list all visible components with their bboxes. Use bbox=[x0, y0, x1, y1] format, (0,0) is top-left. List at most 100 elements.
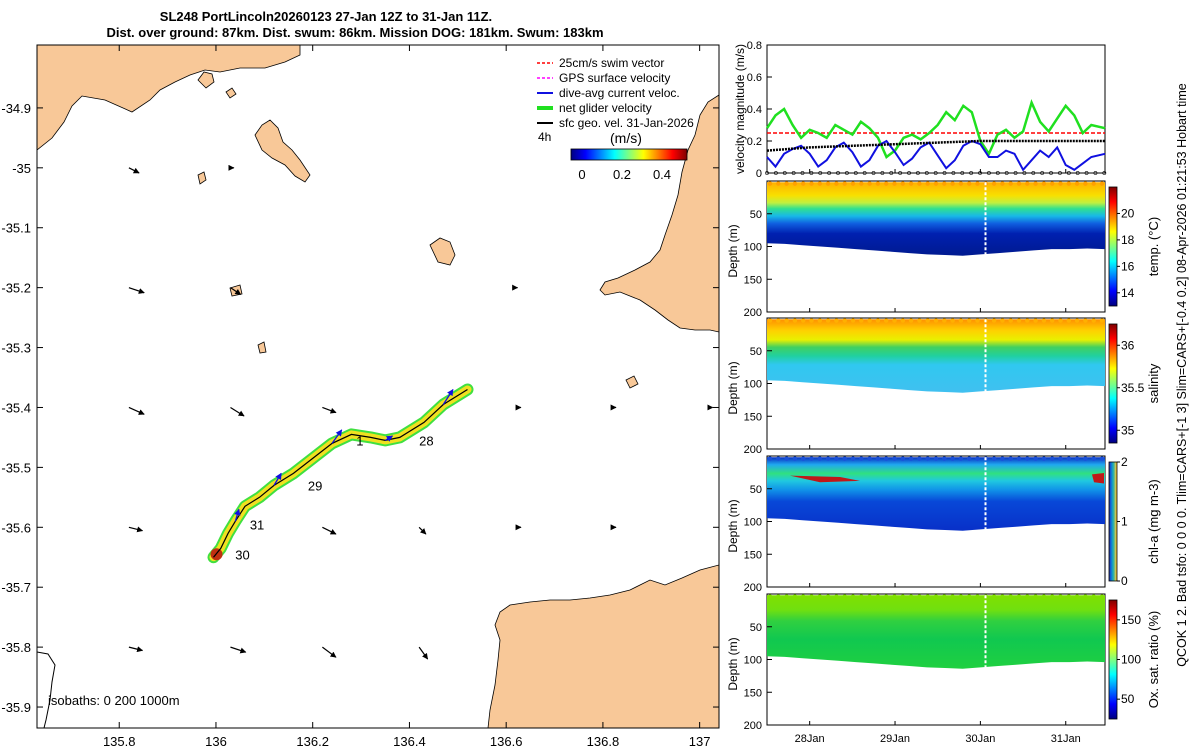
section-ytick-label: 150 bbox=[744, 687, 762, 699]
geo-velocity-arrow bbox=[128, 526, 144, 533]
title-line-1: SL248 PortLincoln20260123 27-Jan 12Z to … bbox=[160, 9, 492, 24]
dive-marker bbox=[818, 171, 823, 175]
track-day-label-30: 30 bbox=[235, 547, 249, 562]
section-colorbar-label: 0 bbox=[1121, 574, 1128, 588]
section-sample bbox=[884, 594, 889, 599]
section-sample bbox=[958, 456, 964, 461]
dive-marker bbox=[844, 171, 849, 175]
section-sample bbox=[1066, 456, 1072, 461]
dive-marker bbox=[1093, 171, 1098, 175]
velocity-panel: 0 0.2 0.4 0.6 0.8 velocity magnitude (m/s) bbox=[733, 40, 1107, 180]
section-sample bbox=[925, 456, 930, 461]
map-frame bbox=[36, 44, 720, 729]
map-axis-ticks: 135.8 136 136.2 136.4 136.6 136.8 137 -34.9 -35 -… bbox=[1, 45, 719, 749]
map-legend: 25cm/s swim vector GPS surface velocity … bbox=[537, 56, 694, 182]
dive-marker bbox=[1102, 171, 1107, 175]
section-sample bbox=[767, 594, 773, 599]
section-colorbar-label: 18 bbox=[1121, 233, 1135, 247]
section-colorbar-label: 100 bbox=[1121, 653, 1141, 667]
section-sample bbox=[1000, 181, 1005, 186]
geo-velocity-arrow bbox=[128, 406, 145, 415]
section-sample bbox=[801, 318, 806, 323]
section-ytick-label: 200 bbox=[744, 582, 762, 594]
section-colorbar-label: 35 bbox=[1121, 423, 1135, 437]
map-ytick-label-4: -35.3 bbox=[1, 341, 31, 356]
section-sample bbox=[975, 594, 980, 599]
section-sample bbox=[809, 594, 814, 599]
legend-dive-label: dive-avg current veloc. bbox=[559, 86, 680, 100]
section-sample bbox=[776, 594, 781, 599]
section-sample bbox=[1008, 181, 1013, 186]
track-centerline bbox=[213, 388, 468, 558]
section-sample bbox=[850, 594, 856, 599]
land-island-small3 bbox=[625, 375, 639, 389]
section-sample bbox=[991, 181, 997, 186]
section-sample bbox=[792, 594, 798, 599]
velocity-ylabel: velocity magnitude (m/s) bbox=[733, 44, 747, 174]
section-sample bbox=[850, 318, 856, 323]
section-sample bbox=[767, 181, 773, 186]
time-tick-label-2: 30Jan bbox=[965, 733, 995, 745]
section-sample bbox=[867, 318, 872, 323]
section-sample bbox=[942, 318, 947, 323]
section-sample bbox=[776, 456, 781, 461]
section-sample bbox=[784, 318, 789, 323]
land-yorke-peninsula bbox=[599, 94, 719, 333]
dive-marker bbox=[880, 171, 885, 175]
section-sample bbox=[875, 318, 881, 323]
dive-avg-arrow bbox=[273, 472, 282, 486]
dive-marker bbox=[853, 171, 858, 175]
net-velocity-line bbox=[765, 98, 1106, 159]
section-sample bbox=[892, 594, 897, 599]
section-data-field bbox=[767, 457, 1105, 531]
section-colorbar bbox=[1108, 461, 1118, 582]
section-sample bbox=[834, 181, 839, 186]
section-sample bbox=[1066, 594, 1072, 599]
section-sample bbox=[942, 594, 947, 599]
section-ytick-label: 100 bbox=[744, 242, 762, 254]
section-sample bbox=[817, 181, 822, 186]
geo-velocity-arrow bbox=[128, 167, 140, 174]
section-data-field bbox=[767, 182, 1105, 256]
section-ytick-label: 100 bbox=[744, 379, 762, 391]
section-sample bbox=[1000, 594, 1005, 599]
section-sample bbox=[1016, 456, 1022, 461]
section-ytick-label: 150 bbox=[744, 274, 762, 286]
dive-marker bbox=[773, 171, 778, 175]
dive-marker bbox=[951, 171, 956, 175]
map-colorbar-tick-2: 0.4 bbox=[653, 167, 671, 182]
section-sample bbox=[776, 181, 781, 186]
section-sample bbox=[917, 181, 922, 186]
section-sample bbox=[825, 318, 831, 323]
section-colorbar-label: 16 bbox=[1121, 259, 1135, 273]
section-panel-2: 50 100 150 200 Depth (m) 0 1 2 chl-a (mg m-3) bbox=[726, 455, 1161, 594]
velocity-ticks: 0 0.2 0.4 0.6 0.8 bbox=[747, 40, 772, 180]
section-sample bbox=[1008, 318, 1013, 323]
map-ytick-label-10: -35.9 bbox=[1, 700, 31, 715]
section-sample bbox=[1083, 594, 1088, 599]
section-sample bbox=[1041, 456, 1047, 461]
velocity-ytick-label-3: 0.6 bbox=[747, 72, 762, 84]
section-sample bbox=[1050, 318, 1055, 323]
map-ytick-label-3: -35.2 bbox=[1, 281, 31, 296]
section-sample bbox=[991, 318, 997, 323]
section-sample bbox=[809, 181, 814, 186]
dive-avg-velocity-line bbox=[766, 139, 1106, 172]
section-sample bbox=[1066, 318, 1072, 323]
section-sample bbox=[809, 318, 814, 323]
section-colorbar bbox=[1108, 186, 1118, 307]
map-xtick-label-4: 136.6 bbox=[490, 734, 523, 749]
section-sample bbox=[900, 181, 905, 186]
dive-marker bbox=[791, 171, 796, 175]
section-sample bbox=[1050, 594, 1055, 599]
section-sample bbox=[1058, 318, 1063, 323]
section-sample bbox=[834, 318, 839, 323]
land-island-north bbox=[225, 87, 237, 99]
section-sample bbox=[884, 181, 889, 186]
dive-marker bbox=[907, 171, 911, 175]
velocity-ytick-label-0: 0 bbox=[756, 168, 762, 180]
isobath-line bbox=[37, 651, 56, 728]
section-sample bbox=[908, 181, 914, 186]
